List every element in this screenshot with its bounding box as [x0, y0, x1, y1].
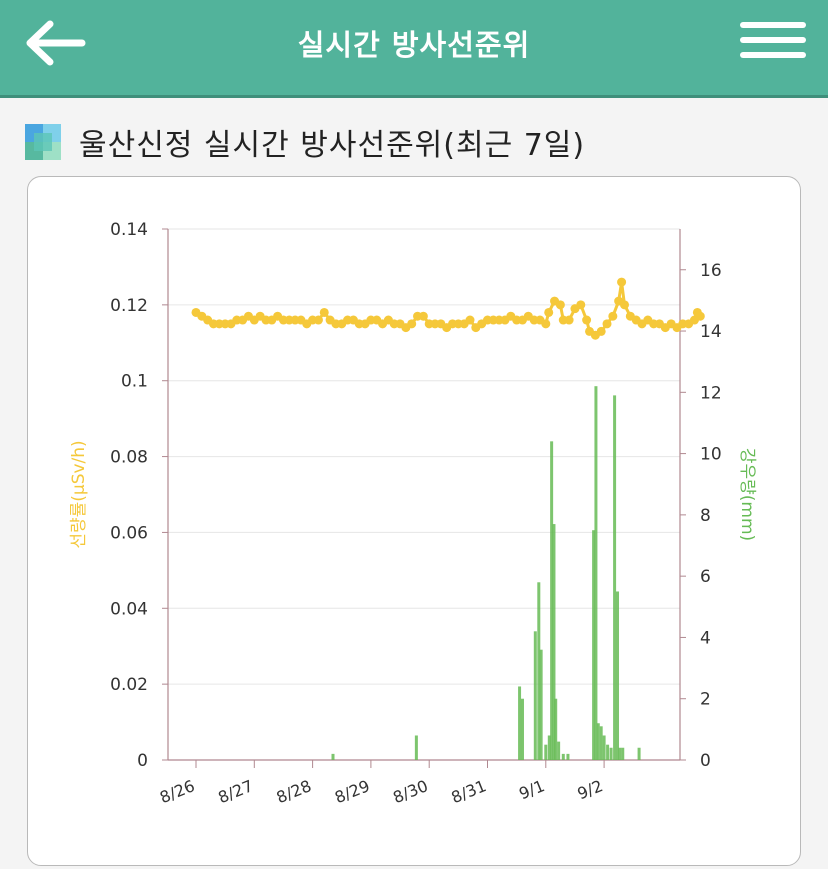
rain-bar: [520, 698, 524, 760]
dose-point: [695, 311, 705, 321]
rain-bar: [621, 747, 625, 760]
back-button[interactable]: [22, 18, 92, 68]
chart-card: 0.14 0.12 0.1 0.08 0.06 0.04 0.02 0 16 14 12 10 8 6 4 2…: [27, 176, 801, 866]
dose-point: [596, 326, 606, 336]
rain-bar: [550, 441, 554, 760]
left-tick-label: 0.08: [110, 448, 148, 468]
right-tick-label: 6: [700, 567, 711, 587]
rain-bar: [544, 744, 548, 760]
rain-bar: [539, 649, 543, 760]
dose-point: [313, 315, 323, 325]
rain-bar: [599, 726, 603, 760]
colored-squares-icon: [25, 124, 61, 160]
rain-bar: [537, 582, 541, 760]
rain-bar: [518, 686, 522, 760]
left-axis-title: 선량률(μSv/h): [69, 440, 89, 548]
rain-bar: [561, 753, 565, 760]
right-tick-label: 16: [700, 261, 722, 281]
page-title: 실시간 방사선준위: [297, 28, 531, 62]
dose-point: [576, 300, 586, 310]
rain-bar: [547, 735, 551, 760]
right-tick-label: 2: [700, 690, 711, 710]
hamburger-line: [740, 37, 806, 43]
right-tick-label: 0: [700, 751, 711, 771]
rain-bar: [552, 524, 556, 760]
left-tick-label: 0.12: [110, 296, 148, 316]
dose-point: [544, 307, 554, 317]
dose-point: [555, 300, 565, 310]
section-title-text: 울산신정 실시간 방사선준위(최근 7일): [79, 128, 586, 163]
rain-bar: [533, 631, 537, 760]
x-tick-label: 9/2: [575, 776, 606, 803]
left-tick-label: 0: [137, 751, 148, 771]
hamburger-menu-icon: [740, 22, 806, 28]
right-tick-label: 14: [700, 322, 722, 342]
rain-bar: [592, 530, 596, 760]
left-tick-label: 0.06: [110, 523, 148, 543]
dose-point: [602, 319, 612, 329]
rain-bar: [602, 735, 606, 760]
dose-point: [541, 319, 551, 329]
right-tick-label: 10: [700, 445, 722, 465]
left-tick-label: 0.04: [110, 599, 148, 619]
rain-bar: [618, 747, 622, 760]
rain-bar: [637, 747, 641, 760]
rain-bar: [613, 395, 617, 760]
x-tick-label: 8/29: [332, 776, 372, 807]
left-tick-label: 0.02: [110, 675, 148, 695]
x-tick-label: 8/31: [449, 776, 489, 807]
dose-point: [564, 315, 574, 325]
rain-bar: [331, 753, 335, 760]
right-tick-label: 4: [700, 628, 711, 648]
hamburger-line: [740, 52, 806, 58]
dose-point: [617, 277, 627, 287]
rain-bar: [609, 747, 613, 760]
right-tick-label: 12: [700, 383, 722, 403]
dose-point: [319, 307, 329, 317]
radiation-chart: 0.14 0.12 0.1 0.08 0.06 0.04 0.02 0 16 14 12 10 8 6 4 2…: [69, 220, 757, 807]
arrow-left-icon: [26, 20, 86, 66]
rain-bar: [606, 744, 610, 760]
rain-bar: [566, 753, 570, 760]
dose-point: [465, 315, 475, 325]
x-tick-label: 8/26: [157, 776, 197, 807]
x-tick-label: 8/27: [215, 776, 255, 807]
dose-point: [418, 311, 428, 321]
dose-point: [608, 311, 618, 321]
rain-bar: [557, 741, 561, 760]
left-tick-label: 0.14: [110, 220, 148, 240]
section-heading: 울산신정 실시간 방사선준위(최근 7일): [25, 120, 585, 164]
right-axis-title: 강우량(mm): [737, 448, 757, 541]
rain-bar: [594, 386, 598, 760]
rain-bar: [414, 735, 418, 760]
x-tick-label: 8/28: [274, 776, 314, 807]
dose-point: [620, 300, 630, 310]
x-tick-label: 8/30: [390, 776, 430, 807]
right-tick-label: 8: [700, 506, 711, 526]
x-tick-label: 9/1: [516, 776, 547, 803]
app-header: 실시간 방사선준위: [0, 0, 828, 98]
rain-bar: [554, 698, 558, 760]
menu-button[interactable]: [740, 22, 806, 70]
rain-bar: [596, 723, 600, 760]
dose-point: [582, 315, 592, 325]
dose-point: [407, 319, 417, 329]
rain-bar: [616, 591, 620, 760]
left-tick-label: 0.1: [121, 372, 148, 392]
